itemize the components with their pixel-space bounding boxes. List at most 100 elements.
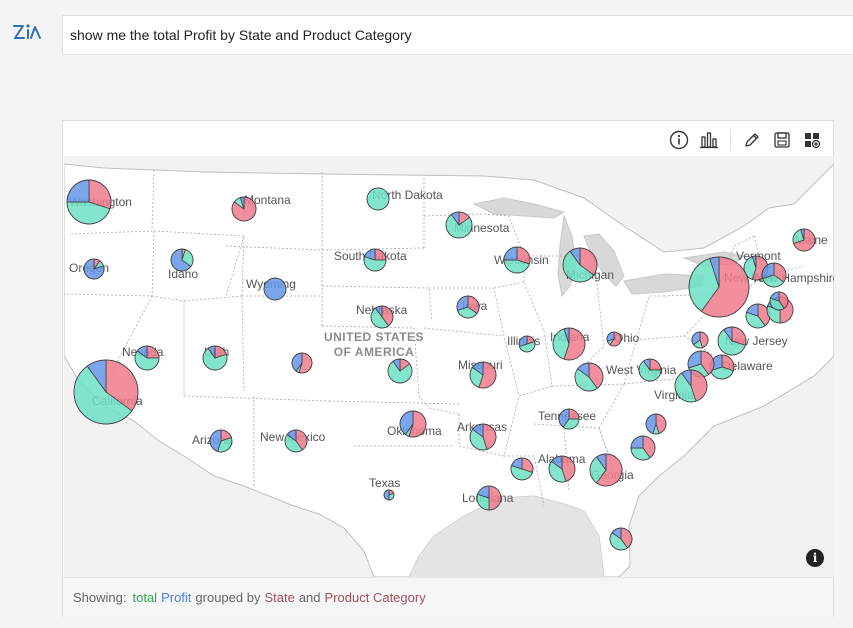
pie-outline-washington xyxy=(66,179,112,225)
aggregate-token[interactable]: total xyxy=(132,590,158,605)
result-card: UNITED STATES OF AMERICA WashingtonMonta… xyxy=(62,120,834,617)
pie-west-virginia[interactable] xyxy=(638,358,662,382)
pie-outline-wyoming xyxy=(263,277,287,301)
pie-colorado[interactable] xyxy=(291,352,313,374)
pie-virginia[interactable] xyxy=(674,369,708,403)
add-widget-icon[interactable] xyxy=(797,126,827,154)
pie-nevada[interactable] xyxy=(134,345,160,371)
pie-michigan[interactable] xyxy=(562,247,598,283)
pie-new-york[interactable] xyxy=(688,256,750,318)
showing-label: Showing: xyxy=(73,590,127,605)
pie-outline-montana xyxy=(231,196,257,222)
dimension-token-state[interactable]: State xyxy=(264,590,295,605)
pie-outline-arkansas xyxy=(469,423,497,451)
pie-outline-oklahoma xyxy=(399,410,427,438)
pie-outline-minnesota xyxy=(445,211,473,239)
info-icon[interactable] xyxy=(664,126,694,154)
us-map[interactable]: UNITED STATES OF AMERICA WashingtonMonta… xyxy=(64,156,834,577)
pie-south-dakota[interactable] xyxy=(363,248,387,272)
pie-new-mexico[interactable] xyxy=(284,429,308,453)
pie-pennsylvania[interactable] xyxy=(691,331,709,349)
pie-outline-idaho xyxy=(170,248,194,272)
dimension-token-category[interactable]: Product Category xyxy=(324,590,426,605)
pie-outline-georgia xyxy=(589,453,623,487)
pie-maryland[interactable] xyxy=(687,350,715,378)
pie-massachusetts[interactable] xyxy=(769,291,789,311)
pie-oregon[interactable] xyxy=(83,258,105,280)
pie-outline-mississippi xyxy=(510,457,534,481)
pie-arizona[interactable] xyxy=(209,429,233,453)
pie-arkansas[interactable] xyxy=(469,423,497,451)
pie-nebraska[interactable] xyxy=(370,305,394,329)
pie-alabama[interactable] xyxy=(548,455,576,483)
country-label-line2: OF AMERICA xyxy=(334,345,415,359)
pie-indiana[interactable] xyxy=(552,327,586,361)
pie-outline-new-hampshire xyxy=(761,262,787,288)
pie-utah[interactable] xyxy=(202,345,228,371)
map-area[interactable]: UNITED STATES OF AMERICA WashingtonMonta… xyxy=(64,156,834,577)
state-label-north-dakota: North Dakota xyxy=(372,188,443,202)
and-text: and xyxy=(298,590,321,605)
query-text[interactable]: show me the total Profit by State and Pr… xyxy=(70,27,412,43)
pie-outline-tennessee xyxy=(558,408,580,430)
pie-illinois[interactable] xyxy=(518,335,536,353)
pie-outline-massachusetts xyxy=(769,291,789,311)
pie-wyoming[interactable] xyxy=(263,277,287,301)
grouped-by-text: grouped by xyxy=(195,590,261,605)
pie-texas[interactable] xyxy=(383,489,395,501)
pie-florida[interactable] xyxy=(609,527,633,551)
pie-outline-arizona xyxy=(209,429,233,453)
pie-outline-kentucky xyxy=(574,362,604,392)
pie-outline-utah xyxy=(202,345,228,371)
state-label-delaware: Delaware xyxy=(722,359,773,373)
pie-outline-missouri xyxy=(469,361,497,389)
pie-outline-west-virginia xyxy=(638,358,662,382)
chart-toolbar xyxy=(664,126,827,154)
pie-minnesota[interactable] xyxy=(445,211,473,239)
pie-tennessee[interactable] xyxy=(558,408,580,430)
pie-iowa[interactable] xyxy=(456,295,480,319)
pie-new-jersey[interactable] xyxy=(717,326,747,356)
country-label-line1: UNITED STATES xyxy=(324,330,424,344)
pie-outline-new-mexico xyxy=(284,429,308,453)
pie-outline-wisconsin xyxy=(503,246,531,274)
pie-outline-pennsylvania xyxy=(691,331,709,349)
pie-outline-new-jersey xyxy=(717,326,747,356)
map-info-icon[interactable]: i xyxy=(806,549,824,567)
pie-south-carolina[interactable] xyxy=(630,435,656,461)
pie-kansas[interactable] xyxy=(387,358,413,384)
pie-kentucky[interactable] xyxy=(574,362,604,392)
pie-new-hampshire[interactable] xyxy=(761,262,787,288)
pie-outline-north-carolina xyxy=(645,413,667,435)
pie-montana[interactable] xyxy=(231,196,257,222)
pie-outline-virginia xyxy=(674,369,708,403)
pie-maine[interactable] xyxy=(792,228,816,252)
state-label-idaho: Idaho xyxy=(168,267,198,281)
pie-missouri[interactable] xyxy=(469,361,497,389)
pie-outline-oregon xyxy=(83,258,105,280)
pie-ohio[interactable] xyxy=(606,331,622,347)
pie-outline-illinois xyxy=(518,335,536,353)
measure-token[interactable]: Profit xyxy=(161,590,192,605)
pie-outline-south-dakota xyxy=(363,248,387,272)
pie-outline-texas xyxy=(383,489,395,501)
pie-washington[interactable] xyxy=(66,179,112,225)
pie-california[interactable] xyxy=(73,359,139,425)
bar-chart-icon[interactable] xyxy=(694,126,724,154)
search-query-bar[interactable]: show me the total Profit by State and Pr… xyxy=(62,15,853,55)
pie-north-carolina[interactable] xyxy=(645,413,667,435)
pie-mississippi[interactable] xyxy=(510,457,534,481)
pie-louisiana[interactable] xyxy=(476,485,502,511)
pie-outline-maine xyxy=(792,228,816,252)
pie-connecticut[interactable] xyxy=(745,303,771,329)
pie-idaho[interactable] xyxy=(170,248,194,272)
pie-oklahoma[interactable] xyxy=(399,410,427,438)
pie-outline-indiana xyxy=(552,327,586,361)
pie-north-dakota[interactable] xyxy=(366,187,390,211)
pencil-icon[interactable] xyxy=(737,126,767,154)
app-logo xyxy=(12,22,42,48)
great-lakes xyxy=(472,197,746,298)
pie-wisconsin[interactable] xyxy=(503,246,531,274)
save-icon[interactable] xyxy=(767,126,797,154)
pie-georgia[interactable] xyxy=(589,453,623,487)
